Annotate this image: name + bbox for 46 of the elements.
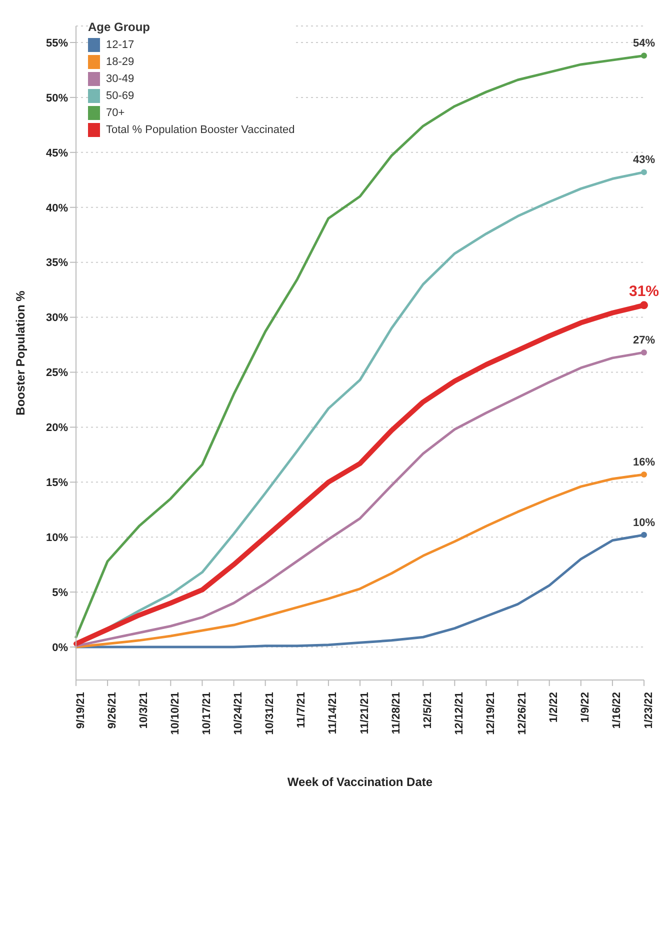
x-tick-label: 12/5/21 bbox=[422, 692, 434, 729]
x-tick-label: 1/16/22 bbox=[611, 692, 624, 729]
x-tick-label: 10/3/21 bbox=[138, 692, 150, 729]
y-tick-label: 20% bbox=[46, 422, 68, 434]
legend-label: 50-69 bbox=[106, 90, 134, 102]
x-tick-label: 12/12/21 bbox=[453, 692, 466, 735]
y-tick-label: 5% bbox=[52, 586, 68, 599]
legend-label: 12-17 bbox=[106, 38, 134, 50]
y-tick-label: 10% bbox=[46, 532, 68, 544]
legend-label: Total % Population Booster Vaccinated bbox=[106, 124, 295, 136]
y-tick-label: 50% bbox=[46, 92, 68, 104]
x-tick-label: 1/23/22 bbox=[642, 692, 655, 729]
x-tick-label: 10/17/21 bbox=[201, 692, 214, 735]
y-tick-label: 25% bbox=[46, 367, 68, 380]
x-tick-label: 10/24/21 bbox=[232, 692, 245, 735]
data-label: 27% bbox=[632, 334, 656, 346]
x-tick-label: 12/19/21 bbox=[485, 692, 498, 735]
y-tick-label: 55% bbox=[46, 37, 68, 50]
y-axis-title: Booster Population % bbox=[13, 290, 28, 416]
x-tick-label: 9/19/21 bbox=[74, 692, 87, 729]
x-tick-label: 10/10/21 bbox=[169, 692, 182, 735]
data-label: 10% bbox=[632, 516, 656, 529]
y-tick-label: 30% bbox=[46, 312, 68, 324]
data-label: 43% bbox=[632, 154, 656, 166]
legend-label: 70+ bbox=[106, 106, 125, 118]
data-label: 54% bbox=[632, 38, 656, 50]
data-label: 31% bbox=[628, 283, 660, 300]
legend-label: 18-29 bbox=[106, 56, 134, 68]
y-tick-label: 40% bbox=[46, 202, 68, 214]
x-tick-label: 9/26/21 bbox=[106, 692, 118, 729]
data-label: 16% bbox=[632, 456, 656, 468]
y-tick-label: 0% bbox=[52, 642, 68, 654]
legend-title: Age Group bbox=[88, 20, 151, 34]
x-tick-label: 1/2/22 bbox=[548, 692, 560, 723]
x-tick-label: 12/26/21 bbox=[516, 692, 529, 735]
x-tick-label: 10/31/21 bbox=[264, 692, 276, 735]
y-tick-label: 45% bbox=[46, 147, 68, 160]
legend-label: 30-49 bbox=[106, 72, 134, 84]
x-axis-title: Week of Vaccination Date bbox=[287, 775, 433, 789]
x-tick-label: 11/7/21 bbox=[296, 692, 308, 728]
y-tick-label: 35% bbox=[46, 257, 68, 270]
x-tick-label: 11/28/21 bbox=[390, 692, 402, 734]
x-tick-label: 1/9/22 bbox=[580, 692, 592, 723]
x-tick-label: 11/14/21 bbox=[327, 692, 340, 734]
x-tick-label: 11/21/21 bbox=[358, 692, 371, 734]
y-tick-label: 15% bbox=[46, 477, 68, 490]
